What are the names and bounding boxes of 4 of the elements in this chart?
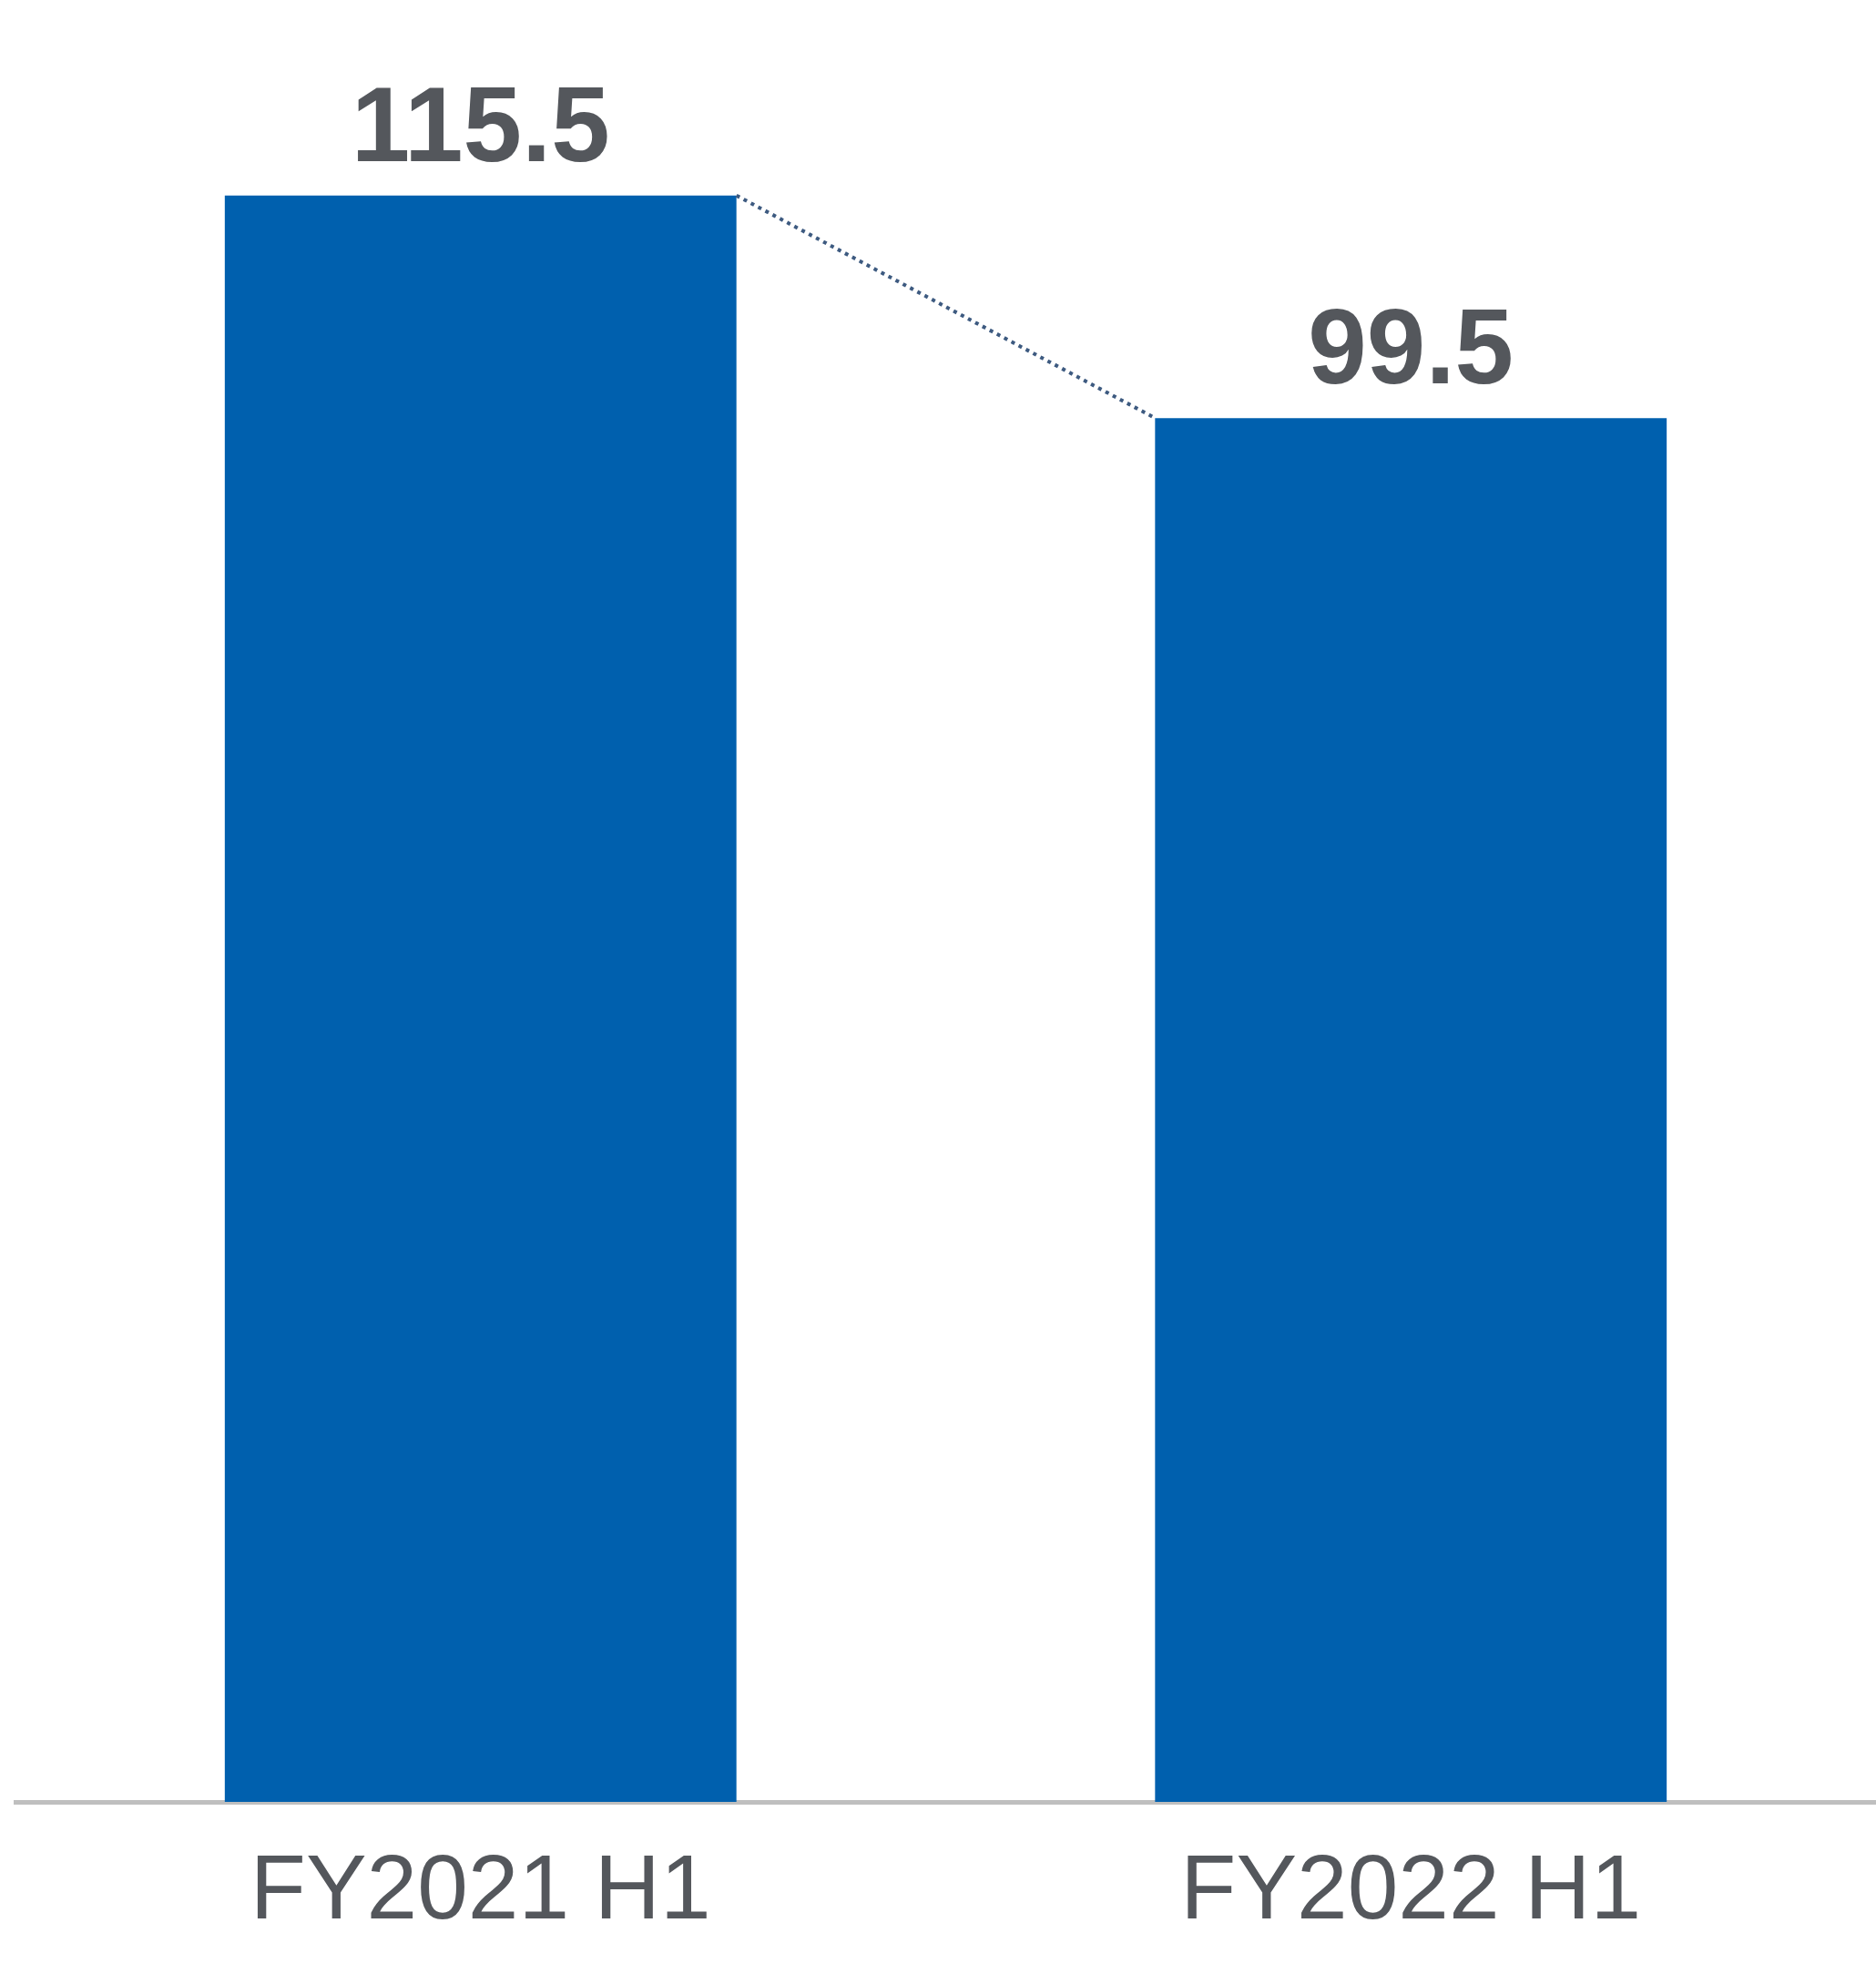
data-label: 99.5	[1308, 288, 1514, 407]
x-tick-label: FY2022 H1	[1180, 1835, 1642, 1938]
data-label: 115.5	[351, 65, 610, 184]
x-tick-label: FY2021 H1	[250, 1835, 711, 1938]
